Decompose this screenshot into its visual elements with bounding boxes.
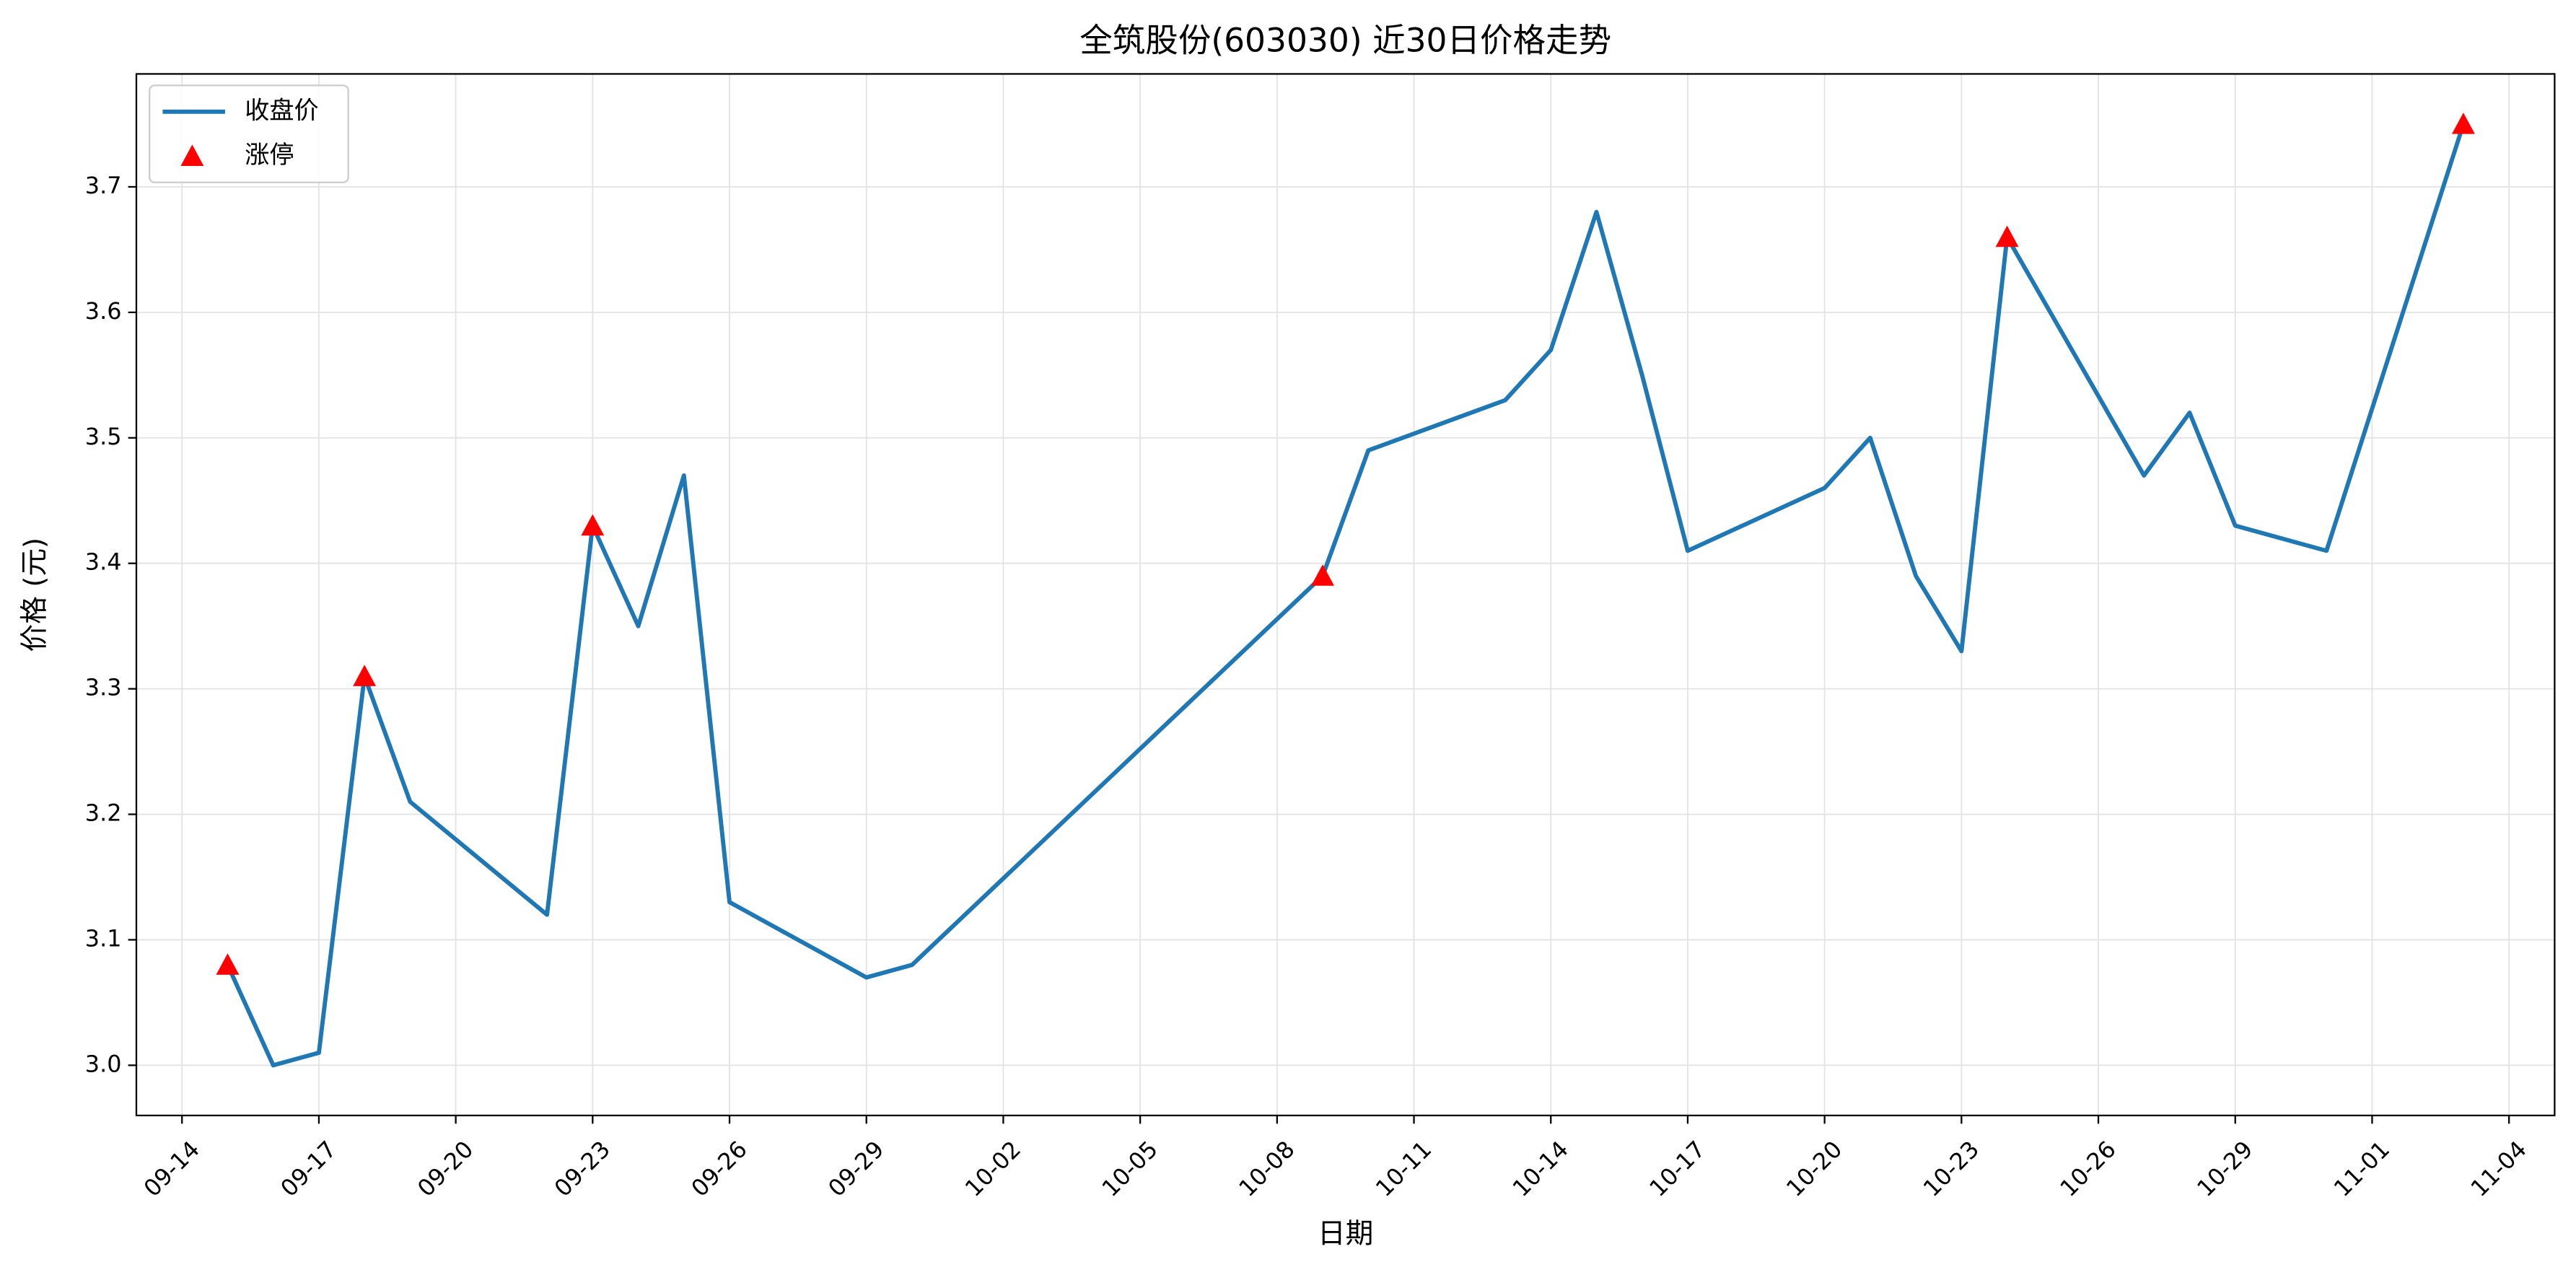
y-tick-label: 3.1 bbox=[85, 924, 122, 952]
chart-title: 全筑股份(603030) 近30日价格走势 bbox=[1079, 22, 1611, 60]
y-tick-label: 3.0 bbox=[85, 1050, 122, 1077]
y-tick-label: 3.7 bbox=[85, 172, 122, 199]
plot-frame bbox=[135, 73, 2556, 1117]
y-tick-label: 3.5 bbox=[85, 423, 122, 450]
price-line bbox=[225, 123, 2466, 1068]
y-tick-label: 3.4 bbox=[85, 548, 122, 576]
limit-up-marker bbox=[1311, 564, 1335, 586]
limit-up-marker bbox=[581, 514, 605, 536]
y-tick-label: 3.3 bbox=[85, 674, 122, 701]
limit-up-marker bbox=[216, 953, 240, 975]
limit-up-marker bbox=[1995, 225, 2019, 247]
limit-up-marker bbox=[353, 665, 377, 686]
plot-marks bbox=[216, 113, 2475, 1068]
legend-label: 收盘价 bbox=[245, 96, 318, 125]
y-tick-label: 3.6 bbox=[85, 297, 122, 325]
legend-marker bbox=[180, 144, 204, 166]
y-tick-label: 3.2 bbox=[85, 799, 122, 827]
grid bbox=[128, 74, 2555, 1124]
x-axis-label: 日期 bbox=[1318, 1218, 1373, 1250]
legend-label: 涨停 bbox=[245, 141, 294, 170]
y-axis-label: 价格 (元) bbox=[19, 538, 51, 652]
limit-up-marker bbox=[2451, 113, 2475, 134]
